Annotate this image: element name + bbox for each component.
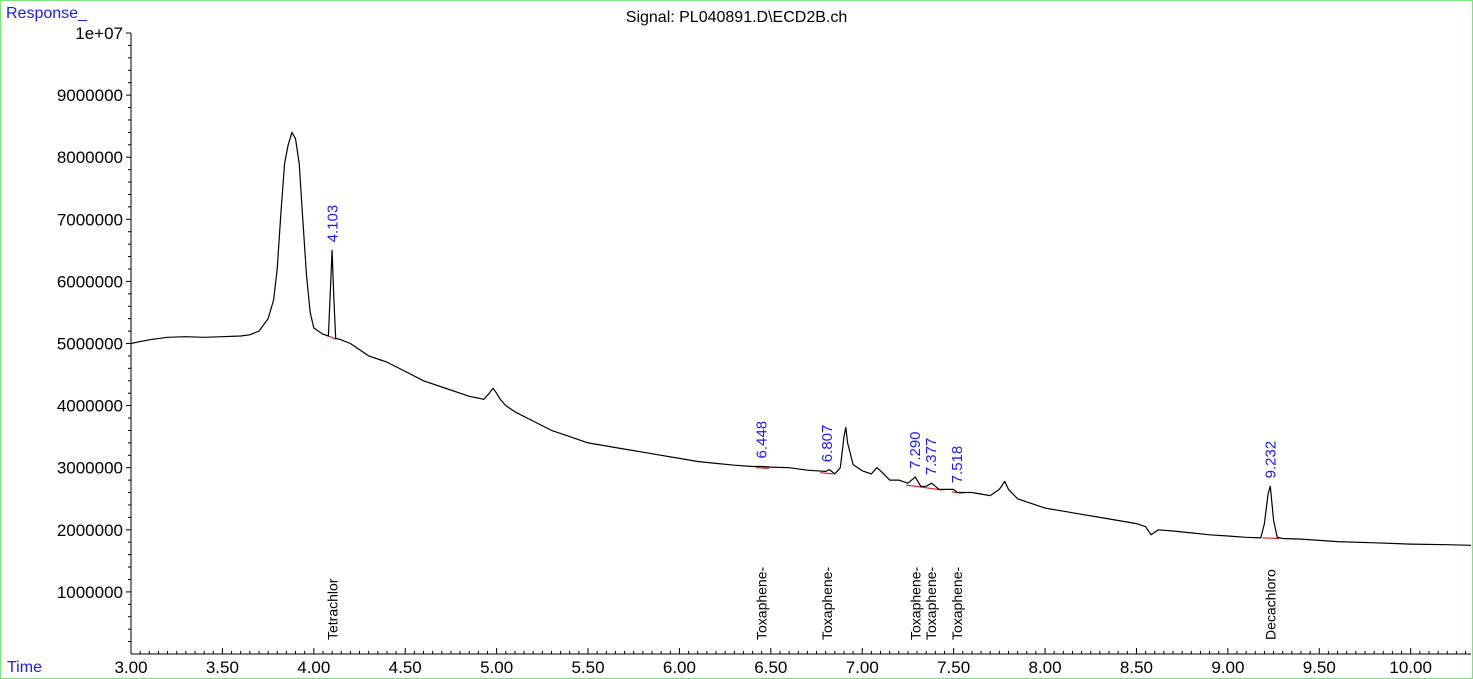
x-tick-label: 6.00	[663, 658, 696, 677]
peak-rt-label: 9.232	[1262, 441, 1279, 479]
x-tick-label: 9.50	[1303, 658, 1336, 677]
x-tick-label: 3.50	[206, 658, 239, 677]
y-tick-label: 3000000	[57, 459, 123, 478]
y-tick-label: 7000000	[57, 210, 123, 229]
x-tick-label: 6.50	[754, 658, 787, 677]
peak-rt-label: 6.807	[819, 425, 836, 463]
baselines	[328, 335, 1280, 540]
signal-trace	[130, 131, 1472, 546]
x-tick-label: 5.00	[480, 658, 513, 677]
peak-baseline	[756, 467, 770, 469]
y-ticks: 1000000 2000000 3000000 4000000 5000000 60000…	[57, 24, 131, 643]
peak-rt-label: 6.448	[753, 421, 770, 459]
y-tick-label: 6000000	[57, 272, 123, 291]
y-tick-label: 5000000	[57, 335, 123, 354]
peak-rt-label: 4.103	[325, 205, 342, 243]
y-tick-label: 9000000	[57, 86, 123, 105]
x-tick-label: 7.50	[937, 658, 970, 677]
compound-label: Toxaphene-	[819, 566, 835, 640]
x-axis-label: Time	[7, 659, 42, 676]
peak-baseline	[328, 335, 336, 340]
compound-label: Toxaphene-	[949, 566, 965, 640]
axes	[130, 33, 1471, 655]
x-tick-label: 4.50	[389, 658, 422, 677]
peak-rt-label: 7.518	[949, 446, 966, 484]
compound-labels: Tetrachlor Toxaphene- Toxaphene- Toxaphene-…	[325, 566, 1279, 640]
compound-label: Toxaphene-	[923, 566, 939, 640]
compound-label: Decachloro	[1262, 569, 1278, 640]
compound-label: Tetrachlor	[325, 578, 341, 640]
y-axis-label: Response_	[6, 5, 87, 22]
peak-baseline	[906, 484, 943, 491]
y-tick-label: 1e+07	[75, 24, 123, 43]
x-ticks: 3.00 3.50 4.00 4.50 5.00 5.50 6.00 6.50 7.00 7.50…	[114, 648, 1467, 677]
x-tick-label: 4.00	[297, 658, 330, 677]
x-tick-label: 8.00	[1029, 658, 1062, 677]
signal-line	[130, 131, 1472, 546]
peak-baseline	[820, 472, 834, 475]
peak-rt-label: 7.290	[907, 431, 924, 469]
y-tick-label: 4000000	[57, 397, 123, 416]
chart-title: Signal: PL040891.D\ECD2B.ch	[625, 9, 848, 26]
compound-label: Toxaphene-	[907, 566, 923, 640]
x-tick-label: 9.00	[1211, 658, 1244, 677]
y-tick-label: 1000000	[57, 583, 123, 602]
x-tick-label: 7.00	[846, 658, 879, 677]
y-tick-label: 2000000	[57, 521, 123, 540]
y-tick-label: 8000000	[57, 148, 123, 167]
peak-rt-label: 7.377	[923, 438, 940, 476]
x-tick-label: 10.00	[1389, 658, 1432, 677]
x-tick-label: 5.50	[571, 658, 604, 677]
compound-label: Toxaphene-	[753, 566, 769, 640]
x-tick-label: 8.50	[1120, 658, 1153, 677]
peak-baseline	[1262, 537, 1280, 540]
x-tick-label: 3.00	[114, 658, 147, 677]
